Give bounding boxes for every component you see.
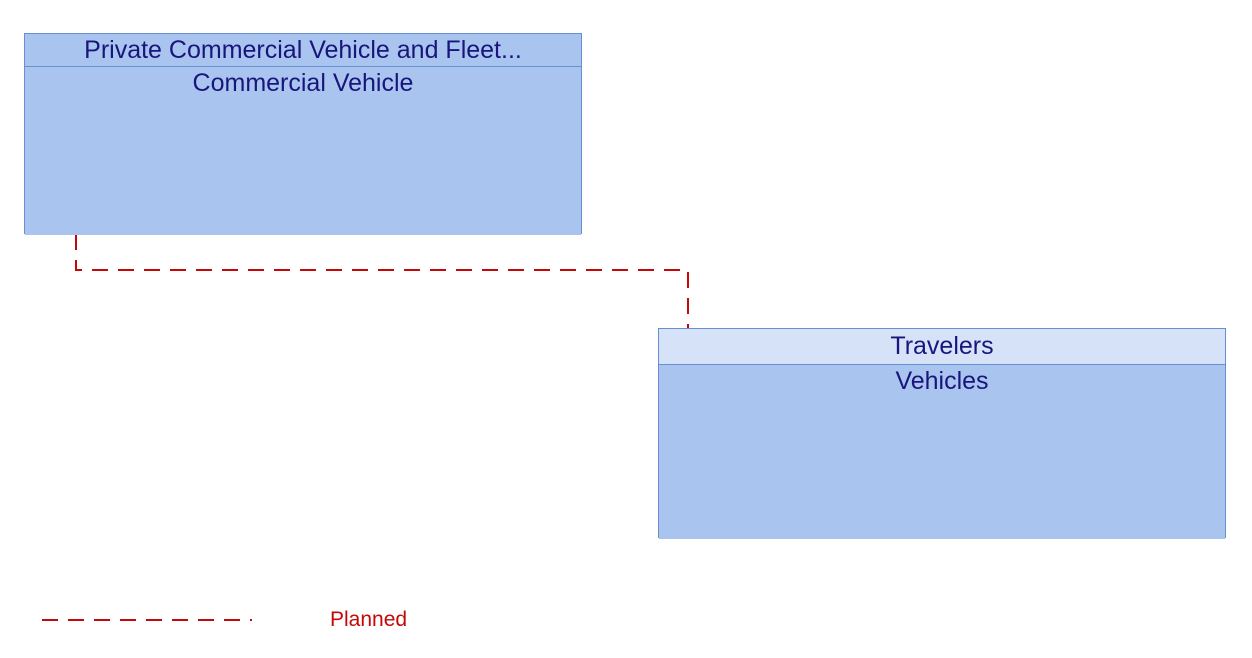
legend-label-text: Planned [330,608,407,631]
node-commercial-vehicle: Private Commercial Vehicle and Fleet... … [24,33,582,234]
legend-label-planned: Planned [330,608,407,632]
node-travelers-vehicles: Travelers Vehicles [658,328,1226,538]
edge-planned [76,234,688,328]
node-body: Commercial Vehicle [25,67,581,235]
node-header: Private Commercial Vehicle and Fleet... [25,34,581,67]
node-body-text: Commercial Vehicle [193,69,414,97]
node-header-text: Private Commercial Vehicle and Fleet... [84,36,522,65]
node-header-text: Travelers [890,332,993,361]
node-body-text: Vehicles [895,367,988,395]
node-header: Travelers [659,329,1225,365]
node-body: Vehicles [659,365,1225,539]
